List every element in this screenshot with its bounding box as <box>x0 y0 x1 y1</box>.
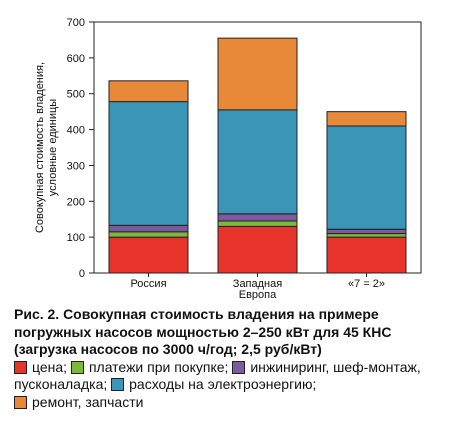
bar-segment-4-2 <box>326 111 407 127</box>
bar-segment-2-2 <box>326 228 407 235</box>
legend-swatch-purchase-payments <box>70 360 84 374</box>
x-tick-label-line: Западная <box>233 278 282 290</box>
x-tick-label: Россия <box>130 278 166 290</box>
figure-caption: Рис. 2. Совокупная стоимость владения на… <box>14 306 446 411</box>
legend-separator: ; <box>312 376 317 392</box>
y-axis-label-line: Совокупная стоимость владения, <box>34 62 46 233</box>
bar-segment-4-0 <box>108 80 189 103</box>
y-axis-label: Совокупная стоимость владения,условные е… <box>34 62 59 233</box>
bar-segment-0-2 <box>326 236 407 274</box>
legend-label-engineering: инжиниринг, шеф-монтаж, пусконаладка <box>14 358 421 393</box>
legend-swatch-price <box>14 360 27 374</box>
bar-segment-3-1 <box>217 109 298 215</box>
legend-label-repair: ремонт, запчасти <box>32 393 144 410</box>
bar-segment-0-1 <box>217 225 298 274</box>
legend-separator: ; <box>63 358 68 375</box>
y-tick-label: 0 <box>79 268 85 280</box>
legend-separator: ; <box>103 376 108 392</box>
y-tick-label: 200 <box>67 196 85 208</box>
y-tick-label: 300 <box>67 160 85 172</box>
bar-segment-1-2 <box>326 233 407 238</box>
legend-swatch-electricity <box>111 378 125 391</box>
x-tick-label-line: Европа <box>239 289 277 300</box>
bar-segment-1-1 <box>217 220 298 227</box>
legend-swatch-engineering <box>232 360 246 374</box>
bar-segment-4-1 <box>217 37 298 111</box>
y-axis-label-line: условные единицы <box>47 99 59 196</box>
legend: цена; платежи при покупке; инжиниринг, ш… <box>14 359 446 412</box>
y-tick-label: 600 <box>67 53 85 65</box>
x-tick-label-line: «7 = 2» <box>348 278 385 290</box>
legend-swatch-repair <box>14 395 27 409</box>
legend-label-electricity: расходы на электроэнергию <box>129 376 313 392</box>
bar-segment-1-0 <box>108 231 189 238</box>
y-tick-label: 100 <box>67 232 85 244</box>
legend-item-repair: ремонт, запчасти <box>14 394 143 410</box>
x-tick-label: «7 = 2» <box>348 278 385 290</box>
y-tick-label: 700 <box>67 17 85 29</box>
bar-segment-2-0 <box>108 224 189 233</box>
bar-segment-3-2 <box>326 125 407 230</box>
legend-label-price: цена <box>32 358 64 375</box>
y-tick-label: 400 <box>67 125 85 137</box>
bar-segment-0-0 <box>108 236 189 274</box>
y-tick-label: 500 <box>67 89 85 101</box>
legend-item-electricity: расходы на электроэнергию; <box>111 376 316 392</box>
bar-segment-3-0 <box>108 101 189 226</box>
x-tick-label: Западная Европа <box>233 278 282 300</box>
legend-item-purchase-payments: платежи при покупке; <box>70 358 229 375</box>
legend-separator: ; <box>224 358 229 375</box>
stacked-bar-chart: 0 100 200 300 400 500 600 700 Совокупная стоимос… <box>34 17 422 300</box>
legend-item-engineering: инжиниринг, шеф-монтаж, пусконаладка; <box>14 359 421 393</box>
x-tick-label-line: Россия <box>130 278 166 290</box>
bar-segment-2-1 <box>217 213 298 222</box>
legend-label-purchase-payments: платежи при покупке <box>88 358 225 375</box>
legend-item-price: цена; <box>14 359 67 375</box>
caption-title: Рис. 2. Совокупная стоимость владения на… <box>14 306 392 357</box>
